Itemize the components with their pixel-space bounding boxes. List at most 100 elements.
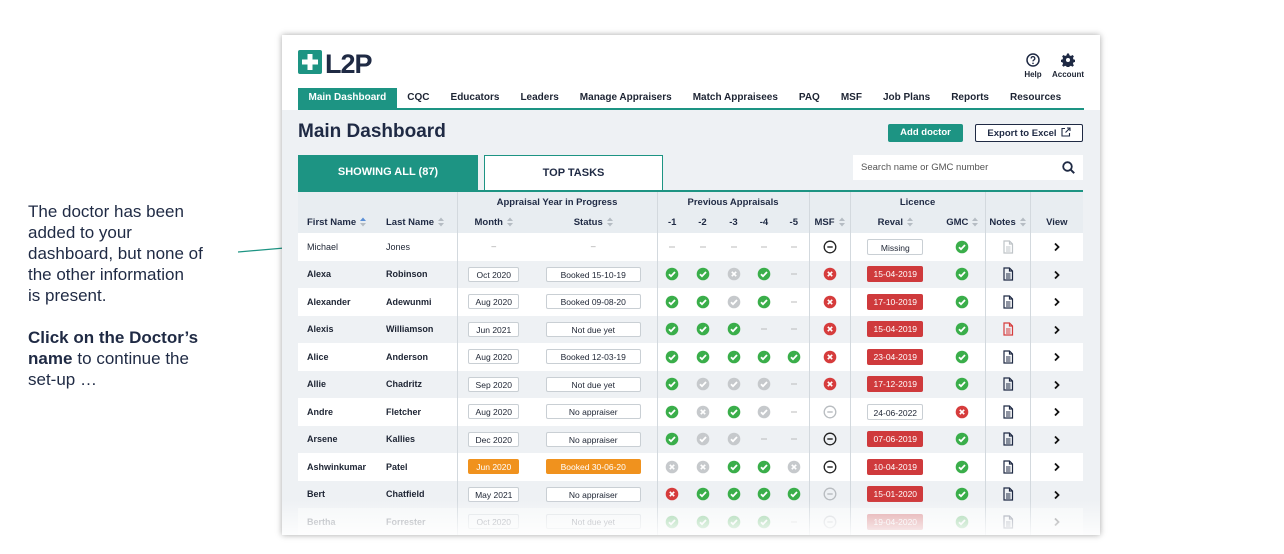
reval-date: 17-10-2019 (867, 293, 924, 310)
status-box: – (590, 241, 596, 252)
last-name[interactable]: Robinson (386, 269, 428, 280)
first-name[interactable]: Michael (307, 241, 339, 252)
first-name[interactable]: Allie (307, 379, 327, 390)
search-box[interactable]: Search name or GMC number (853, 155, 1083, 180)
status-icon-check (787, 350, 801, 364)
column-label: -3 (729, 217, 738, 228)
view-cell[interactable] (1029, 425, 1084, 453)
status-icon-minus (823, 240, 836, 254)
notes-cell[interactable] (984, 315, 1031, 343)
view-cell[interactable] (1029, 288, 1084, 316)
status-icon-red-x (823, 377, 836, 391)
column-header[interactable]: GMC (940, 212, 986, 233)
notes-cell[interactable] (984, 343, 1031, 371)
last-name[interactable]: Adewunmi (386, 296, 432, 307)
status-cell: Booked 30-06-20 (530, 453, 657, 481)
last-name[interactable]: Chadritz (386, 379, 422, 390)
last-name[interactable]: Jones (386, 241, 411, 252)
icon-check (729, 464, 738, 471)
last-name[interactable]: Patel (386, 461, 408, 472)
icon-doc-lines (1005, 466, 1011, 472)
nav-item[interactable]: Leaders (520, 92, 559, 103)
icon-cross (826, 381, 833, 388)
view-cell[interactable] (1029, 260, 1084, 288)
notes-cell[interactable] (984, 260, 1031, 288)
month-cell: Aug 2020 (456, 288, 530, 316)
view-cell[interactable] (1029, 343, 1084, 371)
view-cell[interactable] (1029, 315, 1084, 343)
account-button[interactable]: Account (1050, 53, 1086, 79)
notes-cell[interactable] (984, 233, 1031, 261)
nav-item[interactable]: Main Dashboard (298, 88, 397, 108)
status-icon-check (955, 460, 969, 474)
status-icon-grey-x (727, 267, 740, 281)
column-header[interactable]: Reval (849, 212, 941, 233)
status-icon-red-x (665, 487, 679, 501)
previous-appraisal (656, 370, 687, 398)
status-cell: – (530, 233, 657, 261)
sort-down (438, 223, 445, 227)
first-name[interactable]: Alexis (307, 324, 334, 335)
tab-top-tasks[interactable]: TOP TASKS (484, 155, 663, 190)
view-cell[interactable] (1029, 370, 1084, 398)
column-header[interactable]: MSF (808, 212, 851, 233)
notes-cell[interactable] (984, 398, 1031, 426)
status-cell: No appraiser (530, 398, 657, 426)
tab-showing-all[interactable]: SHOWING ALL (87) (298, 155, 478, 190)
last-name[interactable]: Fletcher (386, 406, 422, 417)
notes-cell[interactable] (984, 288, 1031, 316)
column-label: GMC (946, 217, 969, 228)
column-header[interactable]: Last Name (377, 212, 457, 233)
export-button[interactable]: Export to Excel (975, 124, 1083, 142)
nav-item[interactable]: Resources (1010, 92, 1062, 103)
first-name[interactable]: Bert (307, 489, 326, 500)
last-name[interactable]: Williamson (386, 324, 434, 335)
status-icon-check (757, 295, 771, 309)
nav-item[interactable]: Reports (951, 92, 989, 103)
nav-item[interactable]: Manage Appraisers (579, 92, 672, 103)
notes-cell[interactable] (984, 453, 1031, 481)
previous-appraisal (749, 316, 779, 344)
notes-cell[interactable] (984, 370, 1031, 398)
last-name[interactable]: Chatfield (386, 489, 425, 500)
icon-doc-lines (1005, 383, 1011, 389)
nav-item[interactable]: Match Appraisees (692, 92, 778, 103)
status-icon-check (955, 240, 969, 254)
month-box: Dec 2020 (468, 431, 520, 447)
previous-appraisal (718, 371, 749, 399)
first-name[interactable]: Alexa (307, 269, 332, 280)
first-name[interactable]: Alice (307, 351, 329, 362)
view-icon (1054, 435, 1060, 444)
view-cell[interactable] (1029, 398, 1084, 426)
first-name[interactable]: Arsene (307, 434, 338, 445)
first-name[interactable]: Ashwinkumar (307, 461, 367, 472)
group-header: Appraisal Year in Progress (456, 191, 657, 212)
nav-item[interactable]: Job Plans (882, 92, 931, 103)
add-doctor-button[interactable]: Add doctor (888, 124, 963, 142)
column-header[interactable]: Month (456, 212, 530, 233)
chevron (1054, 380, 1060, 389)
column-header[interactable]: Notes (984, 212, 1031, 233)
column-header[interactable]: First Name (298, 212, 377, 233)
nav-item[interactable]: MSF (840, 92, 862, 103)
view-icon (1054, 270, 1060, 279)
column-header[interactable]: Status (530, 212, 657, 233)
previous-appraisal (687, 398, 718, 426)
nav-item[interactable]: CQC (407, 92, 430, 103)
first-name[interactable]: Alexander (307, 296, 351, 307)
view-cell[interactable] (1029, 233, 1084, 261)
sort-down (606, 223, 613, 227)
icon-check (698, 381, 707, 388)
status-icon-dash (790, 328, 797, 330)
nav-item[interactable]: PAQ (798, 92, 820, 103)
last-name[interactable]: Anderson (386, 351, 429, 362)
notes-cell[interactable] (984, 425, 1031, 453)
nav-item[interactable]: Educators (450, 92, 500, 103)
last-name[interactable]: Kallies (386, 434, 416, 445)
column-label: -4 (759, 217, 769, 228)
view-cell[interactable] (1029, 453, 1084, 481)
icon-check (698, 491, 707, 498)
help-button[interactable]: Help (1015, 53, 1051, 79)
first-name[interactable]: Andre (307, 406, 334, 417)
status-icon-grey-x (665, 460, 679, 474)
